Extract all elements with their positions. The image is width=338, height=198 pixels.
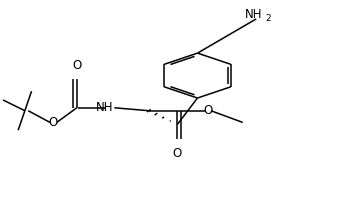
Text: O: O <box>173 147 182 160</box>
Text: O: O <box>49 116 58 129</box>
Text: O: O <box>203 104 212 117</box>
Text: O: O <box>72 59 81 72</box>
Text: NH: NH <box>245 8 263 21</box>
Text: NH: NH <box>96 101 113 114</box>
Text: 2: 2 <box>265 14 271 23</box>
